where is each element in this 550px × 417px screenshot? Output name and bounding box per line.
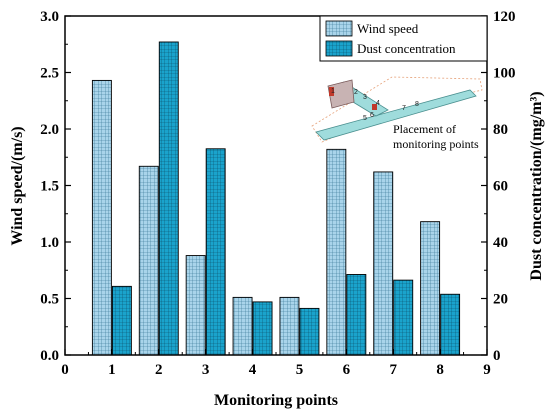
bar-wind-speed-5 [279,296,300,356]
bar-dust-concentration-6 [346,274,367,356]
bar-dust-concentration-4 [252,301,273,356]
y-right-tick-label: 100 [493,66,516,82]
bar-wind-speed-6 [326,148,347,356]
bar-wind-speed-8 [420,221,441,356]
bar-dust-concentration-2 [158,41,179,356]
y-right-tick-label: 80 [493,122,508,138]
bar-dust-concentration-3 [205,148,226,356]
x-tick-label: 0 [61,362,69,378]
inset-point-label-8: 8 [415,101,419,108]
y-left-tick-label: 0.5 [40,292,59,308]
x-tick-label: 6 [343,362,351,378]
legend-swatch-dust-concentration [325,40,353,57]
x-tick-label: 3 [202,362,210,378]
bar-wind-speed-1 [91,79,112,356]
y-axis-right-title: Dust concentration/(mg/m³) [528,91,545,280]
x-tick-label: 1 [108,362,116,378]
inset-point-label-7: 7 [402,105,406,112]
inset-main-tunnel [315,89,477,141]
inset-face-marker [329,87,334,96]
y-right-tick-label: 20 [493,292,508,308]
x-tick-label: 5 [296,362,304,378]
inset-point-label-1: 1 [331,88,335,95]
bar-wind-speed-4 [232,296,253,356]
inset-point-label-4: 4 [376,100,380,107]
bars-group [91,41,461,356]
inset-point-label-3: 3 [363,94,367,101]
bar-dust-concentration-7 [393,279,414,356]
bar-dust-concentration-5 [299,307,320,356]
ticks-group: 0 1 2 3 4 5 6 7 8 90.00.51.01.52.02.53.0020406080… [40,9,515,378]
x-tick-label: 4 [249,362,257,378]
y-left-tick-label: 1.0 [40,235,59,251]
legend-label-dust-concentration: Dust concentration [357,41,456,56]
bar-dust-concentration-1 [111,285,132,356]
y-axis-left-title: Wind speed/(m/s) [9,126,26,245]
y-right-tick-label: 60 [493,179,508,195]
legend-swatch-wind-speed [325,20,353,37]
y-left-tick-label: 2.5 [40,66,59,82]
inset-caption-line1: Placement of [393,122,456,136]
inset-entry-block [327,79,355,109]
y-right-tick-label: 40 [493,235,508,251]
y-left-tick-label: 3.0 [40,9,59,25]
inset-rock-outline [311,76,483,143]
inset-point-label-2: 2 [354,89,358,96]
x-tick-label: 8 [436,362,444,378]
bar-wind-speed-2 [138,165,159,356]
y-right-tick-label: 120 [493,9,516,25]
inset-tunnel-schematic: 1 23 4 5 6 7 8 Placement of monitoring points [311,76,483,151]
y-left-tick-label: 2.0 [40,122,59,138]
x-tick-label: 9 [483,362,491,378]
y-left-tick-label: 1.5 [40,179,59,195]
x-tick-label: 2 [155,362,163,378]
bar-dust-concentration-8 [440,293,461,356]
inset-point-label-5: 5 [363,115,367,122]
x-axis-title: Monitoring points [214,392,338,409]
legend: Wind speed Dust concentration [319,15,488,62]
bar-wind-speed-3 [185,255,206,356]
inset-station-marker [372,104,377,110]
x-tick-label: 7 [389,362,397,378]
legend-label-wind-speed: Wind speed [357,21,419,36]
inset-caption-line2: monitoring points [393,137,479,151]
y-left-tick-label: 0.0 [40,348,59,364]
bar-wind-speed-7 [373,171,394,356]
y-right-tick-label: 0 [493,348,501,364]
inset-point-label-6: 6 [370,112,374,119]
inset-point-labels: 1 23 4 5 6 7 8 [331,88,419,122]
